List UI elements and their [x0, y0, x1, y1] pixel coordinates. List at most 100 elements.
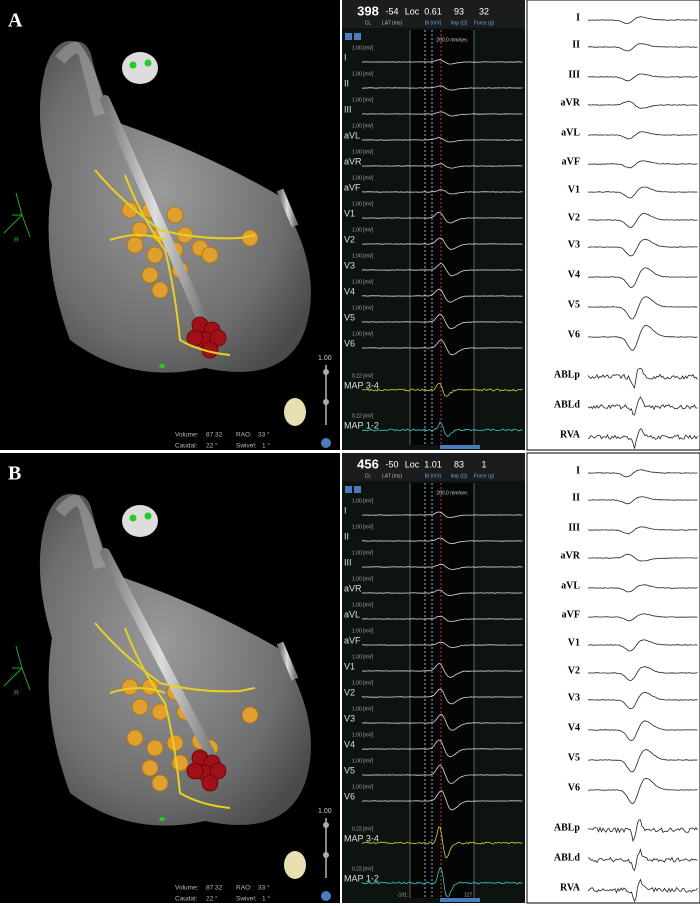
orientation-axis — [21, 667, 31, 691]
egm-trace — [361, 826, 523, 859]
lead-label: V4 — [568, 722, 580, 733]
header-value: 398 — [357, 3, 379, 18]
lead-label: III — [568, 69, 580, 80]
egm-trace — [361, 111, 523, 117]
orientation-label: R — [14, 237, 19, 244]
toolbar-button[interactable] — [345, 33, 352, 40]
egm-trace — [362, 713, 523, 731]
channel-name: V2 — [344, 234, 355, 244]
map-info-text: 22 ° — [206, 895, 218, 903]
ecg-trace — [587, 553, 698, 562]
zoom-button[interactable] — [321, 891, 331, 901]
egm-trace — [361, 163, 523, 169]
channel-scale: 1.00 [mV] — [352, 602, 374, 608]
orientation-axis — [15, 645, 23, 669]
channel-scale: 1.00 [mV] — [352, 680, 374, 686]
lead-label: aVL — [561, 127, 580, 138]
ecg-trace — [587, 848, 698, 872]
channel-scale: 0.22 [mV] — [352, 866, 374, 872]
header-value: 456 — [357, 456, 379, 471]
conduction-line — [94, 622, 256, 693]
egm-trace — [361, 739, 523, 758]
catheter-shadow — [276, 641, 299, 681]
ecg-trace — [588, 100, 698, 109]
header-label: Force (g) — [474, 473, 495, 479]
channel-name: aVL — [344, 609, 360, 619]
ecg-trace — [587, 396, 698, 416]
channel-name: V2 — [344, 687, 355, 697]
head-eye — [129, 514, 137, 522]
channel-name: V4 — [344, 739, 355, 749]
lesion-point — [209, 329, 227, 347]
orientation-axis — [21, 214, 31, 238]
footer-label: 127 — [464, 892, 473, 898]
lead-label: V3 — [568, 692, 580, 703]
toolbar-button[interactable] — [345, 486, 352, 493]
channel-scale: 1.00 [mV] — [352, 758, 374, 764]
conduction-line — [109, 687, 166, 694]
map-info-text: 87.32 — [206, 885, 223, 892]
egm-trace — [362, 237, 523, 250]
channel-name: MAP 1-2 — [344, 420, 379, 430]
channel-name: aVR — [344, 583, 362, 593]
lead-label: V5 — [568, 752, 580, 763]
ablation-point — [241, 706, 259, 724]
lead-label: V2 — [568, 665, 580, 676]
slider-label: 1.00 — [318, 355, 332, 362]
ecg-trace — [587, 43, 698, 52]
lead-label: V2 — [568, 212, 580, 223]
ablation-point — [146, 246, 164, 264]
header-value: -54 — [385, 6, 398, 16]
egm-trace — [361, 589, 523, 597]
lead-label: RVA — [560, 882, 581, 893]
egm-trace — [361, 288, 523, 303]
channel-name: III — [344, 104, 352, 114]
lead-label: ABLp — [554, 822, 581, 833]
header-label: CL — [365, 20, 372, 26]
channel-name: V6 — [344, 338, 355, 348]
ecg-trace — [588, 324, 698, 351]
channel-scale: 1.00 [mV] — [352, 279, 374, 285]
egm-view: 456 -50 Loc 1.01 83 1 CL LAT (ms) Bi (mV) Imp (Ω)… — [342, 453, 525, 903]
header-label: Bi (mV) — [425, 20, 442, 26]
channel-scale: 1.00 [mV] — [352, 498, 374, 504]
lead-label: V5 — [568, 299, 580, 310]
egm-window — [410, 30, 474, 445]
egm-trace — [361, 663, 523, 679]
channel-scale: 1.00 [mV] — [352, 732, 374, 738]
channel-name: aVR — [344, 156, 362, 166]
egm-trace — [362, 211, 523, 224]
channel-scale: 1.00 [mV] — [352, 628, 374, 634]
ablation-point — [141, 759, 159, 777]
egm-trace — [362, 59, 523, 65]
channel-scale: 1.00 [mV] — [352, 123, 374, 129]
egm-trace — [362, 688, 523, 705]
channel-scale: 1.00 [mV] — [352, 550, 374, 556]
scrollbar[interactable] — [440, 445, 480, 449]
ecg-trace — [587, 296, 698, 320]
ablation-point — [146, 739, 164, 757]
channel-scale: 1.00 [mV] — [352, 97, 374, 103]
map-info-text: Volume: — [175, 432, 199, 439]
channel-scale: 0.22 [mV] — [352, 826, 374, 832]
lesion-point — [186, 329, 204, 347]
channel-name: MAP 3-4 — [344, 380, 379, 390]
lead-label: V3 — [568, 239, 580, 250]
zoom-button[interactable] — [321, 438, 331, 448]
channel-name: II — [344, 78, 349, 88]
lesion-point — [186, 762, 204, 780]
ecg-trace — [587, 584, 698, 593]
map-info-text: 1 ° — [262, 895, 270, 903]
lead-label: V6 — [568, 782, 580, 793]
toolbar-button[interactable] — [354, 33, 361, 40]
egm-trace — [361, 764, 523, 784]
egm-header — [342, 453, 525, 481]
head-eye — [129, 61, 137, 69]
toolbar-button[interactable] — [354, 486, 361, 493]
lead-label: ABLp — [554, 369, 581, 380]
scrollbar[interactable] — [440, 898, 480, 902]
lead-label: aVR — [561, 550, 581, 561]
lead-label: V1 — [568, 637, 580, 648]
